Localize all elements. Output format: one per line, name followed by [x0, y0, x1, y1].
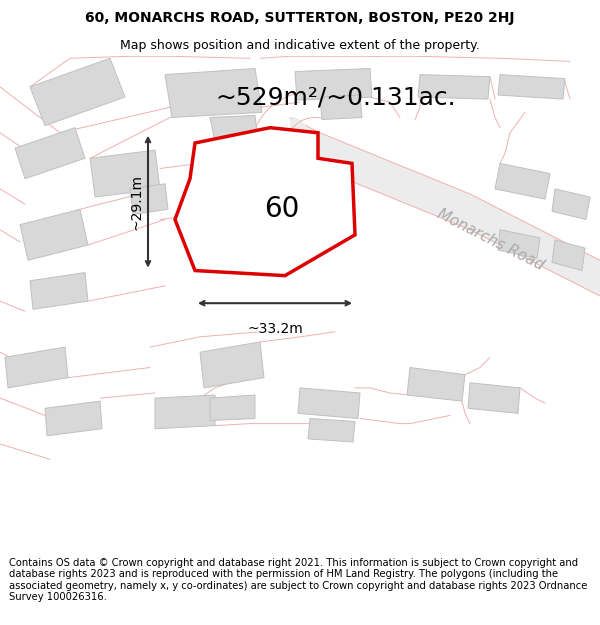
Polygon shape	[210, 395, 255, 421]
Polygon shape	[290, 118, 600, 296]
Text: 60, MONARCHS ROAD, SUTTERTON, BOSTON, PE20 2HJ: 60, MONARCHS ROAD, SUTTERTON, BOSTON, PE…	[85, 11, 515, 25]
Text: Monarchs Road: Monarchs Road	[434, 206, 546, 273]
Wedge shape	[287, 118, 308, 154]
Polygon shape	[295, 69, 372, 100]
Text: ~33.2m: ~33.2m	[247, 321, 303, 336]
Polygon shape	[495, 163, 550, 199]
Polygon shape	[165, 69, 262, 118]
Polygon shape	[468, 382, 520, 413]
Polygon shape	[200, 342, 264, 388]
Polygon shape	[498, 230, 540, 258]
Text: ~529m²/~0.131ac.: ~529m²/~0.131ac.	[215, 85, 455, 109]
Polygon shape	[30, 272, 88, 309]
Polygon shape	[90, 150, 160, 197]
Text: ~29.1m: ~29.1m	[129, 174, 143, 229]
Text: 60: 60	[265, 195, 299, 223]
Polygon shape	[418, 74, 490, 99]
Polygon shape	[298, 388, 360, 419]
Polygon shape	[20, 209, 88, 261]
Polygon shape	[407, 368, 465, 401]
Polygon shape	[130, 184, 168, 214]
Polygon shape	[15, 127, 85, 179]
Polygon shape	[5, 347, 68, 388]
Polygon shape	[45, 401, 102, 436]
Polygon shape	[308, 419, 355, 442]
Text: Map shows position and indicative extent of the property.: Map shows position and indicative extent…	[120, 39, 480, 51]
Polygon shape	[175, 127, 355, 276]
Polygon shape	[498, 74, 565, 99]
Polygon shape	[30, 58, 125, 126]
Polygon shape	[210, 116, 258, 142]
Polygon shape	[320, 95, 362, 119]
Text: Contains OS data © Crown copyright and database right 2021. This information is : Contains OS data © Crown copyright and d…	[9, 558, 587, 602]
Polygon shape	[155, 395, 215, 429]
Polygon shape	[552, 240, 585, 271]
Polygon shape	[552, 189, 590, 219]
